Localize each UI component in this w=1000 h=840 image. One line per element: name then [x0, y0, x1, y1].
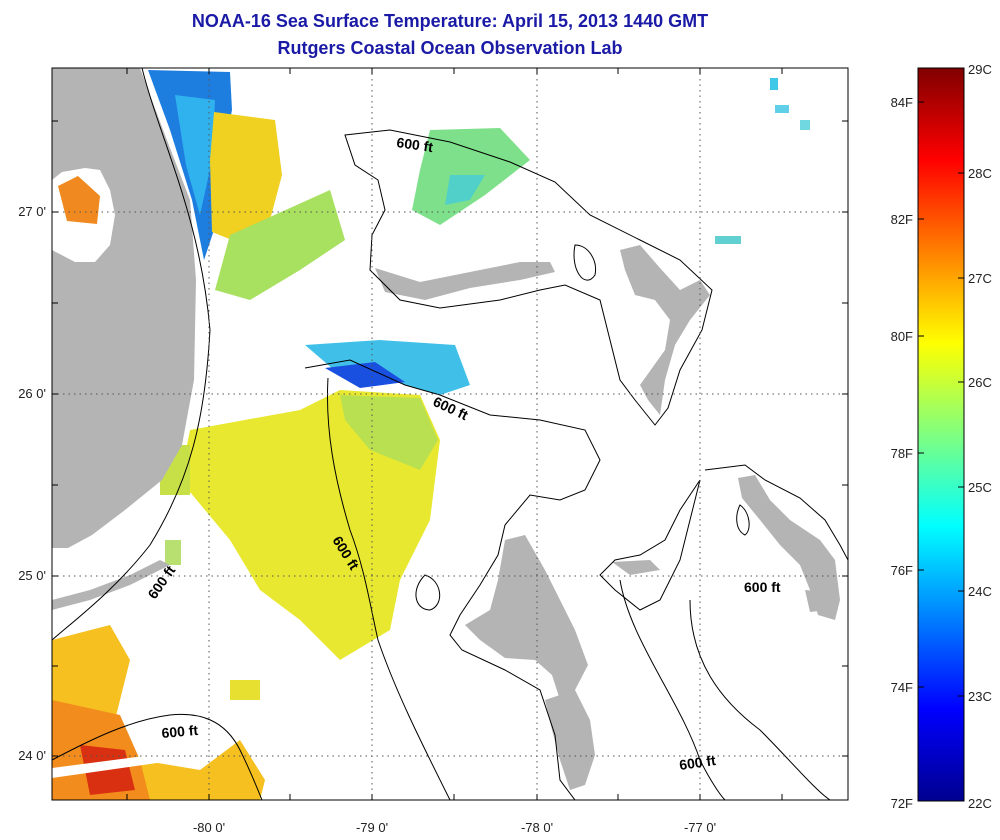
lat-tick-label: 25 0' — [18, 568, 46, 583]
lat-tick-labels: 27 0' 26 0' 25 0' 24 0' — [18, 204, 46, 763]
grand-bahama — [375, 262, 555, 300]
andros-south — [545, 690, 595, 790]
graticule — [52, 68, 848, 800]
colorbar-f-label: 74F — [891, 680, 913, 695]
axis-ticks — [52, 68, 848, 800]
colorbar-f-label: 82F — [891, 212, 913, 227]
isobath-label-6: 600 ft — [744, 579, 781, 595]
lon-tick-label: -78 0' — [521, 820, 553, 835]
colorbar-c-label: 23C — [968, 689, 992, 704]
sst-patch-grand-bahama-cyan — [445, 175, 485, 205]
sst-patch-bimini-cyan — [305, 340, 470, 395]
colorbar-f-label: 80F — [891, 329, 913, 344]
colorbar-c-label: 26C — [968, 375, 992, 390]
colorbar-c-label: 28C — [968, 166, 992, 181]
lat-tick-label: 26 0' — [18, 386, 46, 401]
colorbar-f-label: 76F — [891, 563, 913, 578]
sst-patch-straits-north — [215, 190, 345, 300]
colorbar-ticks — [918, 101, 964, 697]
colorbar-c-label: 25C — [968, 480, 992, 495]
lat-tick-label: 24 0' — [18, 748, 46, 763]
lat-tick-label: 27 0' — [18, 204, 46, 219]
isobath-label-5: 600 ft — [161, 722, 199, 741]
colorbar-f-label: 84F — [891, 95, 913, 110]
abaco-island — [620, 245, 710, 415]
lon-tick-labels: -80 0' -79 0' -78 0' -77 0' — [193, 820, 716, 835]
colorbar — [917, 67, 965, 802]
colorbar-c-label: 27C — [968, 271, 992, 286]
lon-tick-label: -79 0' — [356, 820, 388, 835]
colorbar-celsius-labels: 29C 28C 27C 26C 25C 24C 23C 22C — [968, 62, 992, 811]
sst-patch-bimini-blue — [325, 362, 405, 388]
andros-island — [465, 535, 588, 700]
sst-patch-east-florida — [210, 112, 282, 240]
colorbar-f-label: 78F — [891, 446, 913, 461]
land-layer — [52, 68, 840, 790]
sst-patch-straits-green — [340, 395, 438, 470]
isobath-600ft — [52, 68, 848, 800]
eleuthera-island — [738, 475, 840, 620]
lon-tick-label: -77 0' — [684, 820, 716, 835]
sst-patch-gulfstream-light — [175, 95, 215, 215]
isobath-label-1: 600 ft — [396, 134, 435, 155]
new-providence — [612, 560, 660, 575]
map-frame — [51, 67, 849, 801]
sst-patch-straits-center — [180, 390, 440, 660]
colorbar-fahrenheit-labels: 84F 82F 80F 78F 76F 74F 72F — [891, 95, 913, 811]
isobath-label-7: 600 ft — [678, 752, 717, 773]
lon-tick-label: -80 0' — [193, 820, 225, 835]
colorbar-c-label: 29C — [968, 62, 992, 77]
colorbar-f-label: 72F — [891, 796, 913, 811]
colorbar-c-label: 22C — [968, 796, 992, 811]
map-title: NOAA-16 Sea Surface Temperature: April 1… — [191, 11, 709, 31]
map-subtitle: Rutgers Coastal Ocean Observation Lab — [277, 38, 623, 58]
colorbar-c-label: 24C — [968, 584, 992, 599]
